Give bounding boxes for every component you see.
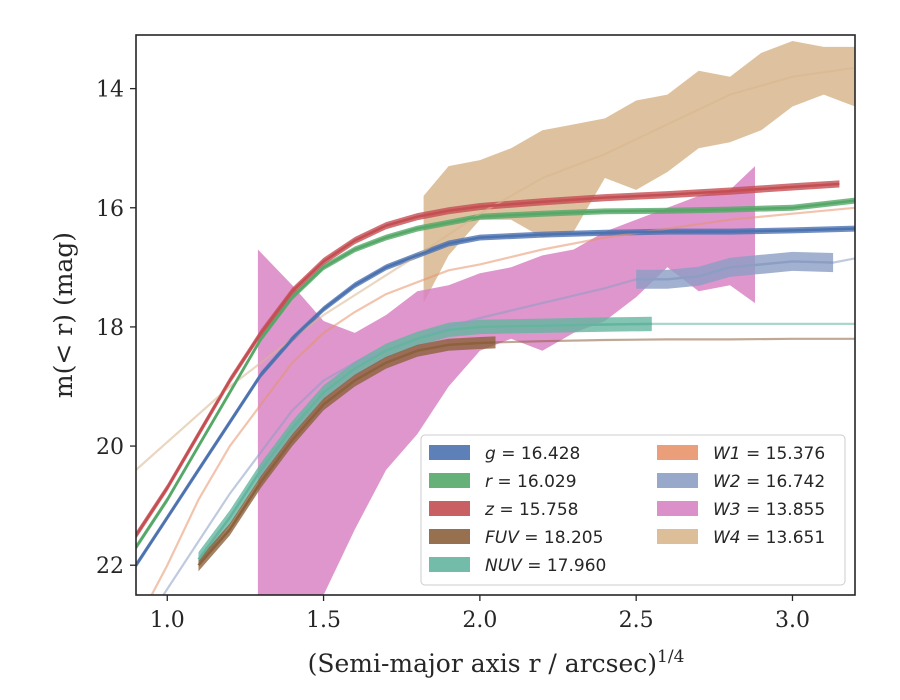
series-lines <box>136 66 855 595</box>
y-tick-label: 14 <box>96 78 124 103</box>
legend-swatch-z <box>429 501 470 516</box>
x-tick-label: 3.0 <box>775 608 810 633</box>
legend-box <box>420 434 846 586</box>
legend-label-g: g = 16.428 <box>485 444 580 464</box>
legend-label-nuv: NUV = 17.960 <box>485 556 606 576</box>
y-tick-label: 18 <box>96 316 124 341</box>
legend-label-w2: W2 = 16.742 <box>713 472 825 492</box>
legend: g = 16.428 r = 16.029 z = 15.758 FUV = 18.2… <box>420 434 846 586</box>
band-z <box>136 180 840 539</box>
x-axis-label: (Semi-major axis r / arcsec)1/4 <box>308 647 685 678</box>
y-axis-ticks: 14 16 18 20 22 <box>96 78 136 579</box>
legend-label-z: z = 15.758 <box>484 500 578 520</box>
x-tick-label: 1.0 <box>150 608 185 633</box>
y-tick-label: 22 <box>96 554 124 579</box>
x-tick-label: 2.0 <box>462 608 497 633</box>
legend-swatch-w2 <box>657 473 698 488</box>
legend-swatch-fuv <box>429 529 470 544</box>
line-fuv <box>197 341 496 566</box>
line-r <box>136 199 855 548</box>
legend-swatch-w3 <box>657 501 698 516</box>
legend-swatch-g <box>429 445 470 460</box>
x-tick-label: 2.5 <box>619 608 654 633</box>
legend-swatch-r <box>429 473 470 488</box>
legend-label-w4: W4 = 13.651 <box>713 528 825 548</box>
legend-label-r: r = 16.029 <box>485 472 577 492</box>
legend-label-fuv: FUV = 18.205 <box>485 528 603 548</box>
legend-swatch-w4 <box>657 529 698 544</box>
line-nuv <box>197 322 652 561</box>
y-axis-label: m(< r) (mag) <box>49 232 78 398</box>
line-g <box>136 227 855 566</box>
plot-frame <box>135 34 856 596</box>
legend-label-w3: W3 = 13.855 <box>713 500 825 520</box>
x-axis-ticks: 1.0 1.5 2.0 2.5 3.0 <box>150 595 810 633</box>
band-w4 <box>423 41 855 304</box>
legend-swatch-w1 <box>657 445 698 460</box>
x-axis-label-text: (Semi-major axis r / arcsec) <box>308 649 657 678</box>
x-tick-label: 1.5 <box>306 608 341 633</box>
x-axis-label-exponent: 1/4 <box>657 647 684 667</box>
line-z <box>136 182 840 537</box>
band-w3 <box>257 166 755 595</box>
y-tick-label: 20 <box>96 435 124 460</box>
y-tick-label: 16 <box>96 197 124 222</box>
model-line-w1 <box>150 206 855 595</box>
band-fuv <box>198 336 496 572</box>
line-w2 <box>636 260 834 281</box>
legend-swatch-nuv <box>429 557 470 572</box>
legend-label-w1: W1 = 15.376 <box>713 444 825 464</box>
